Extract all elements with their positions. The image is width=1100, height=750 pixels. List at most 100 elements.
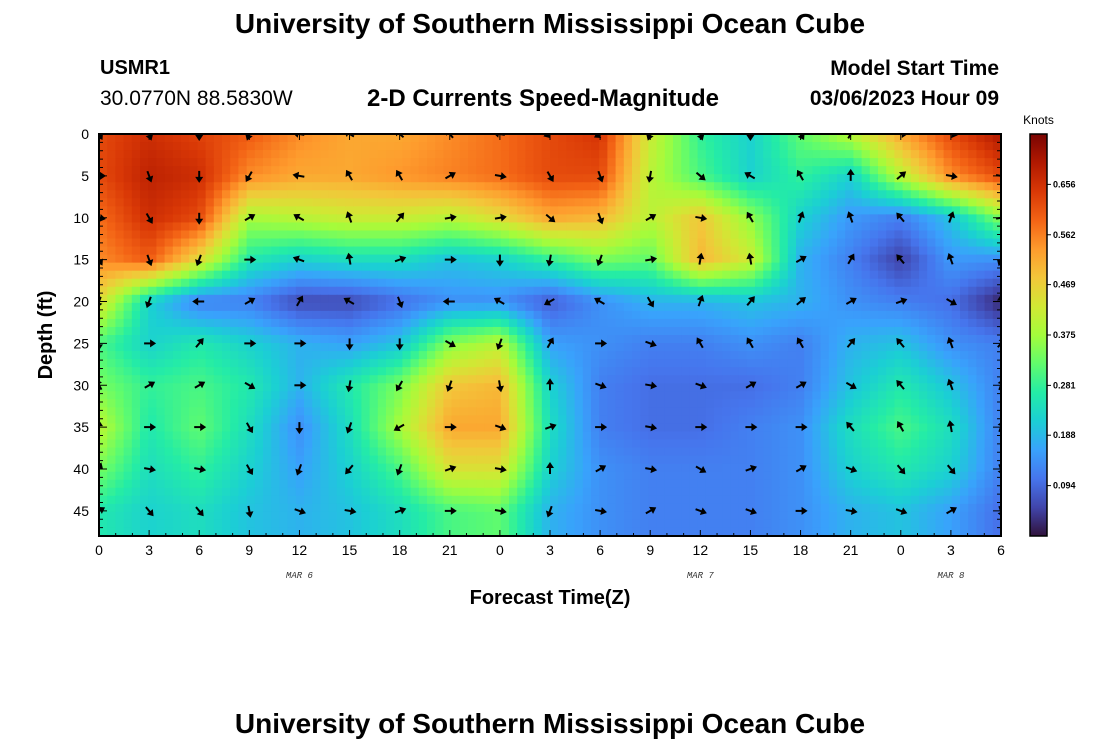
- heatmap-cell: [468, 343, 477, 352]
- heatmap-cell: [730, 294, 740, 304]
- heatmap-cell: [271, 415, 280, 425]
- heatmap-cell: [705, 174, 715, 183]
- heatmap-cell: [476, 359, 485, 368]
- heatmap-cell: [656, 294, 666, 304]
- heatmap-cell: [673, 351, 682, 360]
- heatmap-cell: [935, 254, 945, 264]
- heatmap-cell: [156, 487, 166, 497]
- heatmap-cell: [943, 246, 953, 256]
- heatmap-cell: [131, 415, 141, 425]
- heatmap-cell: [664, 134, 674, 143]
- heatmap-cell: [304, 230, 313, 240]
- heatmap-cell: [246, 487, 256, 497]
- heatmap-cell: [861, 190, 871, 199]
- heatmap-cell: [541, 214, 551, 224]
- heatmap-cell: [984, 423, 994, 433]
- heatmap-cell: [336, 359, 346, 368]
- heatmap-cell: [418, 286, 428, 296]
- heatmap-cell: [779, 479, 789, 489]
- heatmap-cell: [525, 487, 535, 497]
- heatmap-cell: [878, 246, 887, 256]
- heatmap-cell: [517, 351, 526, 360]
- heatmap-cell: [222, 254, 231, 264]
- heatmap-cell: [402, 423, 412, 433]
- heatmap-cell: [869, 182, 879, 191]
- heatmap-cell: [730, 375, 740, 384]
- heatmap-cell: [861, 158, 871, 167]
- heatmap-cell: [443, 343, 453, 352]
- heatmap-cell: [254, 375, 264, 384]
- heatmap-cell: [271, 302, 280, 312]
- heatmap-cell: [123, 487, 133, 497]
- heatmap-cell: [476, 182, 485, 191]
- heatmap-cell: [295, 407, 305, 416]
- heatmap-cell: [312, 158, 321, 167]
- heatmap-cell: [878, 423, 887, 433]
- heatmap-cell: [287, 158, 297, 167]
- heatmap-cell: [304, 206, 313, 215]
- heatmap-cell: [992, 407, 1001, 416]
- heatmap-cell: [574, 150, 584, 159]
- heatmap-cell: [951, 407, 961, 416]
- heatmap-cell: [705, 294, 715, 304]
- heatmap-cell: [304, 142, 313, 151]
- heatmap-cell: [664, 367, 674, 376]
- heatmap-cell: [115, 150, 125, 159]
- heatmap-cell: [599, 238, 608, 248]
- heatmap-cell: [172, 375, 182, 384]
- heatmap-cell: [377, 214, 387, 224]
- heatmap-cell: [476, 246, 485, 256]
- heatmap-cell: [984, 391, 994, 400]
- heatmap-cell: [131, 318, 141, 328]
- heatmap-cell: [681, 222, 690, 232]
- heatmap-cell: [156, 399, 166, 408]
- heatmap-cell: [287, 415, 297, 425]
- heatmap-cell: [968, 246, 977, 256]
- heatmap-cell: [541, 399, 551, 408]
- heatmap-cell: [894, 343, 904, 352]
- heatmap-cell: [812, 423, 822, 433]
- heatmap-cell: [509, 463, 518, 473]
- heatmap-cell: [960, 254, 969, 264]
- heatmap-cell: [476, 206, 485, 215]
- heatmap-cell: [295, 238, 305, 248]
- heatmap-cell: [525, 302, 535, 312]
- heatmap-cell: [869, 142, 879, 151]
- heatmap-cell: [451, 359, 461, 368]
- heatmap-cell: [476, 343, 485, 352]
- heatmap-cell: [238, 423, 248, 433]
- heatmap-cell: [714, 286, 723, 296]
- heatmap-cell: [894, 270, 904, 280]
- heatmap-cell: [328, 198, 338, 207]
- heatmap-cell: [451, 190, 461, 199]
- heatmap-cell: [722, 399, 731, 408]
- heatmap-cell: [115, 471, 125, 481]
- heatmap-cell: [689, 294, 699, 304]
- heatmap-cell: [787, 182, 797, 191]
- heatmap-cell: [230, 326, 239, 336]
- heatmap-cell: [574, 254, 584, 264]
- heatmap-cell: [722, 174, 731, 183]
- heatmap-cell: [599, 254, 608, 264]
- heatmap-cell: [910, 158, 920, 167]
- heatmap-cell: [238, 230, 248, 240]
- heatmap-cell: [443, 335, 453, 344]
- heatmap-cell: [632, 182, 641, 191]
- heatmap-cell: [361, 431, 371, 441]
- heatmap-cell: [804, 254, 813, 264]
- heatmap-cell: [279, 383, 289, 392]
- heatmap-cell: [517, 278, 526, 288]
- heatmap-cell: [336, 351, 346, 360]
- heatmap-cell: [213, 375, 223, 384]
- heatmap-cell: [656, 190, 666, 199]
- heatmap-cell: [533, 198, 543, 207]
- heatmap-cell: [910, 423, 920, 433]
- heatmap-cell: [927, 182, 936, 191]
- heatmap-cell: [115, 351, 125, 360]
- heatmap-cell: [222, 270, 231, 280]
- heatmap-cell: [115, 278, 125, 288]
- heatmap-cell: [205, 158, 215, 167]
- heatmap-cell: [443, 359, 453, 368]
- heatmap-cell: [369, 134, 379, 143]
- heatmap-cell: [295, 455, 305, 465]
